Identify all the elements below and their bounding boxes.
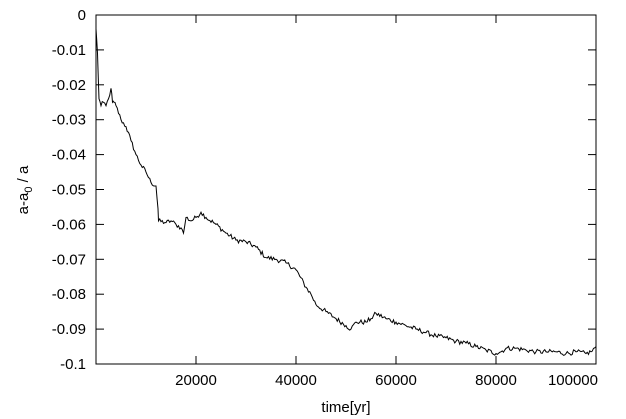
y-tick-label: -0.07 [52,251,86,268]
chart-series-layer [95,28,597,356]
y-tick-label: -0.09 [52,321,86,338]
y-tick-label: 0 [78,7,86,24]
y-axis-label-part2: / a [15,165,32,187]
y-tick-label: -0.1 [60,356,86,373]
x-tick-label: 80000 [475,372,517,389]
x-tick-labels: 20000 40000 60000 80000 100000 [175,372,598,389]
plot-frame [95,14,597,365]
y-tick-label: -0.02 [52,77,86,94]
x-tick-label: 60000 [375,372,417,389]
x-tick-label: 20000 [175,372,217,389]
y-tick-label: -0.03 [52,112,86,129]
x-tick-label: 100000 [548,372,598,389]
y-tick-label: -0.04 [52,147,86,164]
axis-ticks [96,14,597,365]
x-axis-label: time[yr] [321,399,370,416]
series-line [95,28,597,356]
x-tick-label: 40000 [275,372,317,389]
y-tick-label: -0.06 [52,216,86,233]
y-tick-label: -0.05 [52,182,86,199]
y-axis-label-part1: a-a [15,192,32,214]
y-tick-label: -0.01 [52,42,86,59]
y-tick-labels: 0 -0.01 -0.02 -0.03 -0.04 -0.05 -0.06 -0.07 -0.0… [52,7,86,373]
y-axis-label: a-a0 / a [15,165,35,214]
y-tick-label: -0.08 [52,286,86,303]
y-axis-label-subscript: 0 [23,187,35,193]
